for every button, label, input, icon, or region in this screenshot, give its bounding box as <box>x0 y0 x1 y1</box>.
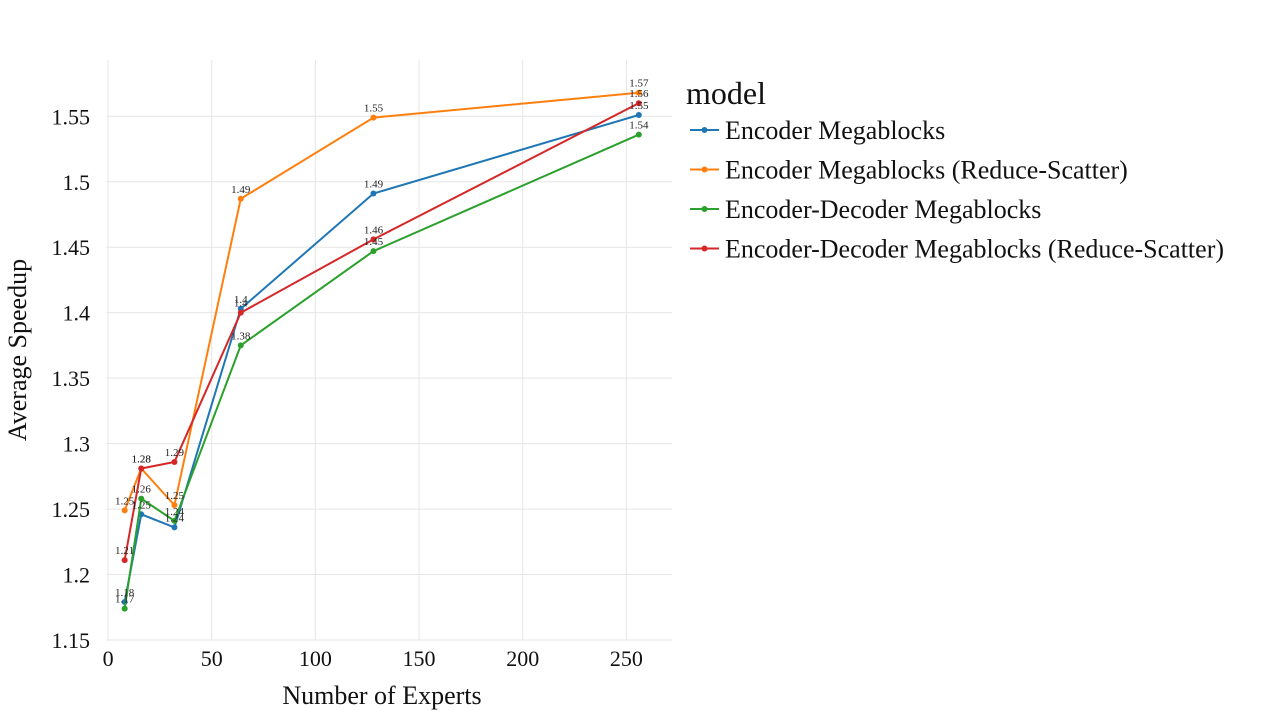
data-label: 1.29 <box>165 447 185 459</box>
data-point <box>138 465 145 472</box>
data-label: 1.57 <box>629 78 649 90</box>
x-tick-label: 100 <box>299 646 332 671</box>
data-label: 1.25 <box>115 495 135 507</box>
data-point <box>237 342 244 349</box>
data-label: 1.24 <box>165 506 185 518</box>
series-lines <box>121 89 642 612</box>
data-label: 1.21 <box>115 545 134 557</box>
x-tick-label: 150 <box>403 646 436 671</box>
grid-lines <box>106 60 672 641</box>
data-point <box>635 131 642 138</box>
series-line <box>123 91 639 511</box>
data-label: 1.28 <box>132 453 152 465</box>
x-tick-label: 50 <box>201 646 223 671</box>
data-labels: 1.18 1.25 1.24 1.4 1.49 1.55 1.25 1.28 1.25 1.49 1… <box>115 78 649 606</box>
legend-marker <box>701 206 708 212</box>
data-point <box>171 458 178 465</box>
data-point <box>121 557 128 564</box>
data-label: 1.56 <box>629 88 649 100</box>
axis-ticks: 0 50 100 150 200 250 1.15 1.2 1.25 1.3 1.35 1.4 1.45… <box>52 104 643 671</box>
y-tick-label: 1.55 <box>52 104 91 129</box>
data-point <box>237 309 244 316</box>
data-label: 1.49 <box>364 179 384 191</box>
data-point <box>370 190 377 197</box>
data-point <box>171 502 178 509</box>
x-tick-label: 250 <box>610 646 643 671</box>
x-tick-label: 0 <box>103 646 114 671</box>
data-point <box>635 89 642 96</box>
data-label: 1.25 <box>165 490 185 502</box>
data-label: 1.25 <box>132 499 152 511</box>
data-point <box>121 605 128 612</box>
y-axis-title: Average Speedup <box>3 259 32 441</box>
data-label: 1.17 <box>115 594 135 606</box>
legend-label: Encoder-Decoder Megablocks <box>725 195 1041 224</box>
legend-title: model <box>686 75 766 111</box>
series-line <box>123 102 640 561</box>
data-point <box>370 236 377 243</box>
data-point <box>138 495 145 502</box>
series-line <box>123 114 640 603</box>
y-tick-label: 1.2 <box>63 563 91 588</box>
data-label: 1.28 <box>132 453 152 465</box>
data-point <box>121 507 128 514</box>
legend-marker <box>701 166 708 173</box>
data-point <box>171 517 178 524</box>
legend: model Encoder Megablocks Encoder Megabloc… <box>686 75 1224 264</box>
x-tick-label: 200 <box>506 646 539 671</box>
data-label: 1.4 <box>234 294 248 306</box>
y-tick-label: 1.45 <box>52 235 91 260</box>
legend-label: Encoder Megablocks <box>725 116 945 145</box>
data-label: 1.24 <box>165 512 185 524</box>
y-tick-label: 1.3 <box>63 432 91 457</box>
data-label: 1.55 <box>364 103 384 115</box>
legend-marker <box>701 245 708 252</box>
data-label: 1.55 <box>629 100 649 112</box>
legend-label: Encoder Megablocks (Reduce-Scatter) <box>725 156 1128 185</box>
data-point <box>370 248 377 255</box>
data-label: 1.54 <box>629 120 649 132</box>
y-tick-label: 1.15 <box>52 628 91 653</box>
legend-label: Encoder-Decoder Megablocks (Reduce-Scatt… <box>725 235 1224 264</box>
data-point <box>171 524 178 531</box>
data-label: 1.26 <box>132 484 152 496</box>
data-point <box>635 111 642 118</box>
data-label: 1.46 <box>364 224 384 236</box>
data-point <box>237 195 244 202</box>
data-label: 1.4 <box>234 298 248 310</box>
data-label: 1.38 <box>231 330 251 342</box>
y-tick-label: 1.4 <box>63 301 91 326</box>
series-line <box>123 133 640 609</box>
data-point <box>370 114 377 121</box>
x-axis-title: Number of Experts <box>282 681 481 710</box>
data-label: 1.18 <box>115 587 135 599</box>
y-tick-label: 1.25 <box>52 497 91 522</box>
data-point <box>635 100 642 107</box>
data-label: 1.49 <box>231 184 251 196</box>
legend-marker <box>701 127 708 133</box>
y-tick-label: 1.5 <box>63 170 91 195</box>
y-tick-label: 1.35 <box>52 366 91 391</box>
data-label: 1.45 <box>364 236 384 248</box>
